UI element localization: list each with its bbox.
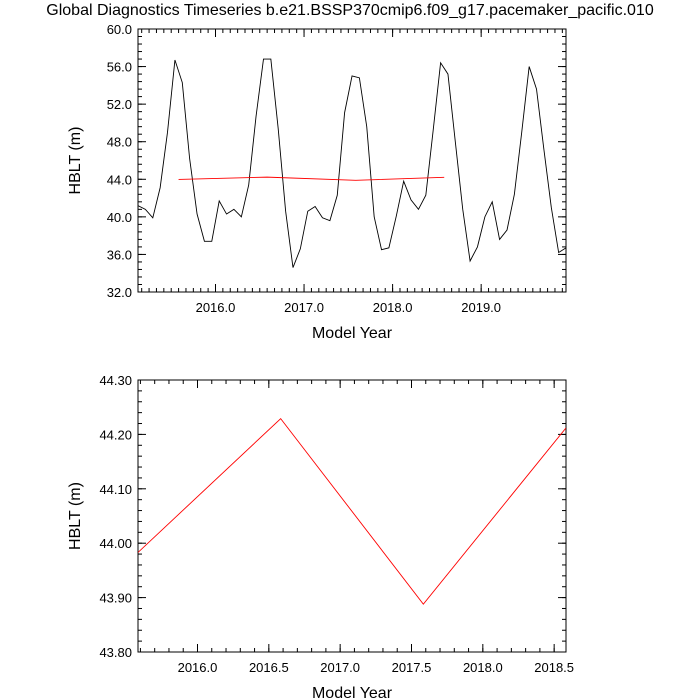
panel1-y-tick-label: 32.0 xyxy=(107,285,132,300)
panel1-series-monthly-line xyxy=(138,58,566,268)
panel2-y-tick-label: 44.00 xyxy=(99,536,132,551)
panel1-x-tick-label: 2017.0 xyxy=(284,300,324,315)
panel2-x-tick-label: 2017.0 xyxy=(320,660,360,675)
panel2-y-axis-label: HBLT (m) xyxy=(67,482,84,550)
panel2-x-tick-label: 2016.5 xyxy=(249,660,289,675)
panel1-y-tick-label: 40.0 xyxy=(107,210,132,225)
panel1-y-tick-label: 44.0 xyxy=(107,172,132,187)
panel1-y-tick-label: 36.0 xyxy=(107,247,132,262)
panel2-x-axis-label: Model Year xyxy=(312,685,393,700)
panel1-series-annual-mean-line xyxy=(178,176,445,181)
panel1-plot-frame xyxy=(137,28,567,293)
panel2-y-tick-label: 44.30 xyxy=(99,373,132,388)
panel1-x-tick-label: 2016.0 xyxy=(196,300,236,315)
panel1-y-axis-label: HBLT (m) xyxy=(67,127,84,195)
panel1-y-tick-label: 56.0 xyxy=(107,60,132,75)
panel2-series-annual-mean-line xyxy=(138,417,566,605)
panel1-x-axis-label: Model Year xyxy=(312,325,393,342)
panel1-x-tick-label: 2018.0 xyxy=(373,300,413,315)
panel2-x-tick-label: 2018.0 xyxy=(463,660,503,675)
panel2-x-tick-label: 2017.5 xyxy=(392,660,432,675)
page-title: Global Diagnostics Timeseries b.e21.BSSP… xyxy=(46,2,654,19)
panel2-x-tick-label: 2016.0 xyxy=(178,660,218,675)
panel2-y-tick-label: 43.80 xyxy=(99,645,132,660)
panel2-y-tick-label: 44.20 xyxy=(99,427,132,442)
panel2-plot-frame xyxy=(137,379,567,653)
panel1-y-tick-label: 60.0 xyxy=(107,22,132,37)
panel2-y-tick-label: 43.90 xyxy=(99,591,132,606)
panel2-y-tick-label: 44.10 xyxy=(99,482,132,497)
panel1-y-tick-label: 48.0 xyxy=(107,135,132,150)
panel2-x-tick-label: 2018.5 xyxy=(534,660,574,675)
panel1-x-tick-label: 2019.0 xyxy=(461,300,501,315)
panel1-y-tick-label: 52.0 xyxy=(107,97,132,112)
